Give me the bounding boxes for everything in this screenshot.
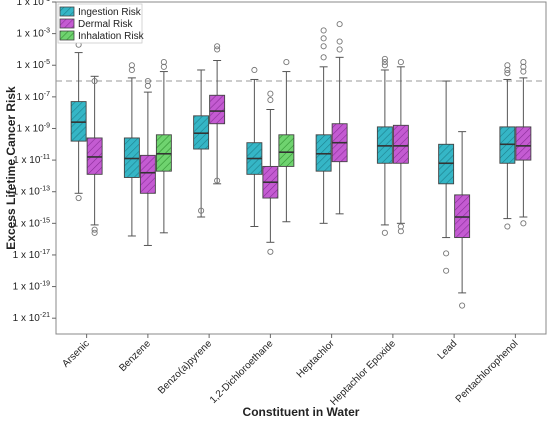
y-tick-label: 1 x 10-21 — [13, 312, 50, 324]
box-ingestion-risk — [376, 55, 393, 236]
outlier-point — [320, 43, 327, 50]
outlier-point — [214, 46, 221, 53]
box-dermal-risk — [139, 77, 156, 246]
x-tick-label: Heptachlor — [295, 338, 337, 380]
outlier-point — [520, 220, 527, 227]
outlier-point — [381, 55, 388, 62]
box-iqr — [209, 94, 226, 125]
legend-swatch — [59, 6, 75, 17]
x-axis-title: Constituent in Water — [243, 405, 360, 419]
box-ingestion-risk — [315, 27, 332, 224]
outlier-point — [520, 59, 527, 66]
box-iqr — [278, 134, 295, 167]
outlier-point — [283, 59, 290, 66]
y-tick-label: 1 x 10-9 — [17, 122, 51, 134]
y-axis: 1 x 10-1 1 x 10-3 1 x 10-5 1 x 10-7 1 x 10-9… — [13, 0, 56, 324]
x-tick-label: Benzo(a)pyrene — [156, 338, 214, 396]
box-ingestion-risk — [499, 62, 516, 230]
outlier-point — [267, 96, 274, 104]
x-tick-label: Lead — [436, 338, 460, 362]
legend-swatch — [59, 30, 75, 41]
box-dermal-risk — [454, 131, 471, 309]
box-dermal-risk — [392, 59, 409, 235]
box-ingestion-risk — [193, 69, 210, 218]
legend-swatch — [59, 18, 75, 29]
outlier-point — [459, 302, 466, 309]
legend-label: Dermal Risk — [78, 19, 133, 30]
outlier-point — [91, 226, 98, 233]
outlier-point — [336, 46, 343, 53]
outlier-point — [160, 59, 167, 66]
outlier-point — [144, 77, 151, 85]
box-iqr — [515, 126, 532, 161]
outlier-point — [397, 228, 404, 235]
y-tick-label: 1 x 10-3 — [17, 28, 51, 40]
box-dermal-risk — [515, 59, 532, 227]
x-tick-label: Pentachlorophenol — [454, 338, 521, 405]
outlier-point — [381, 229, 388, 236]
outlier-point — [128, 62, 135, 69]
outlier-point — [198, 207, 205, 214]
outlier-point — [504, 70, 511, 77]
outlier-point — [214, 43, 221, 50]
outlier-point — [267, 90, 274, 97]
outlier-point — [520, 63, 527, 70]
outlier-point — [251, 66, 258, 74]
box-inhalation-risk — [278, 59, 295, 223]
outlier-point — [320, 35, 327, 42]
box-inhalation-risk — [155, 59, 172, 234]
outlier-point — [397, 223, 404, 230]
box-iqr — [392, 124, 409, 164]
box-dermal-risk — [209, 43, 226, 185]
outlier-point — [443, 250, 450, 257]
outlier-point — [128, 66, 135, 74]
x-tick-label: 1,2-Dichloroethane — [208, 338, 276, 406]
box-ingestion-risk — [438, 80, 455, 274]
outlier-point — [397, 59, 404, 66]
box-dermal-risk — [86, 75, 103, 236]
y-tick-label: 1 x 10-11 — [13, 154, 50, 166]
x-tick-label: Heptachlor Epoxide — [329, 338, 399, 408]
y-tick-label: 1 x 10-1 — [17, 0, 51, 8]
outlier-point — [91, 77, 98, 85]
outlier-point — [91, 229, 98, 236]
outlier-point — [336, 38, 343, 45]
x-tick-label: Benzene — [117, 338, 153, 374]
outlier-point — [320, 27, 327, 34]
outlier-point — [320, 54, 327, 61]
outlier-point — [267, 248, 274, 255]
outlier-point — [336, 21, 343, 28]
box-ingestion-risk — [123, 62, 140, 237]
y-tick-label: 1 x 10-7 — [17, 91, 51, 103]
outlier-point — [144, 82, 151, 89]
outlier-point — [381, 59, 388, 66]
box-dermal-risk — [262, 90, 279, 255]
y-axis-title: Excess Lifetime Cancer Risk — [4, 86, 18, 250]
x-axis: Arsenic Benzene Benzo(a)pyrene1,2-Dichloro… — [60, 334, 520, 408]
outlier-point — [504, 62, 511, 69]
outlier-point — [160, 63, 167, 70]
y-tick-label: 1 x 10-13 — [13, 186, 50, 198]
box-dermal-risk — [331, 21, 348, 215]
boxes-group — [70, 21, 532, 309]
y-tick-label: 1 x 10-5 — [17, 59, 51, 71]
legend-label: Inhalation Risk — [78, 31, 145, 42]
box-ingestion-risk — [246, 66, 263, 227]
outlier-point — [443, 267, 450, 274]
outlier-point — [381, 62, 388, 69]
outlier-point — [75, 194, 82, 202]
y-tick-label: 1 x 10-15 — [13, 217, 50, 229]
outlier-point — [504, 223, 511, 230]
box-iqr — [139, 154, 156, 194]
y-tick-label: 1 x 10-19 — [13, 281, 50, 293]
legend-label: Ingestion Risk — [78, 7, 142, 18]
outlier-point — [520, 68, 527, 75]
outlier-point — [214, 177, 221, 184]
outlier-point — [504, 66, 511, 74]
y-tick-label: 1 x 10-17 — [13, 249, 50, 261]
x-tick-label: Arsenic — [60, 338, 91, 369]
